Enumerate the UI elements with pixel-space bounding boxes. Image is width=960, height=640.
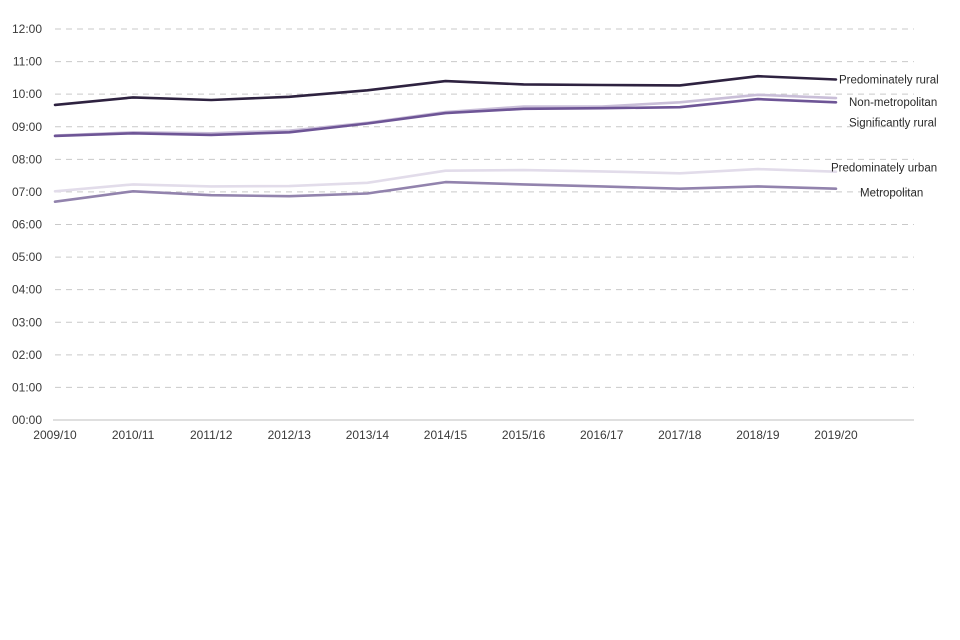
x-tick-label: 2014/15	[424, 428, 468, 442]
x-tick-label: 2018/19	[736, 428, 780, 442]
y-tick-label: 10:00	[12, 87, 42, 101]
y-tick-label: 05:00	[12, 250, 42, 264]
x-tick-label: 2009/10	[33, 428, 77, 442]
series-line-predominately-rural	[53, 74, 838, 107]
y-tick-label: 04:00	[12, 283, 42, 297]
series-line-metropolitan	[53, 180, 838, 203]
x-tick-label: 2015/16	[502, 428, 546, 442]
y-tick-label: 11:00	[13, 55, 42, 69]
y-tick-label: 07:00	[12, 185, 42, 199]
x-tick-label: 2011/12	[190, 428, 233, 442]
y-tick-label: 09:00	[12, 120, 42, 134]
series-label-metropolitan: Metropolitan	[860, 188, 923, 200]
x-tick-label: 2017/18	[658, 428, 702, 442]
x-tick-label: 2016/17	[580, 428, 624, 442]
series-label-predominately-rural: Predominately rural	[839, 75, 939, 87]
series-line-significantly-rural	[53, 97, 838, 138]
y-tick-label: 08:00	[12, 152, 42, 166]
gridlines	[53, 28, 914, 421]
x-tick-label: 2013/14	[346, 428, 390, 442]
x-tick-label: 2012/13	[268, 428, 312, 442]
y-tick-label: 01:00	[12, 380, 42, 394]
series-label-significantly-rural: Significantly rural	[849, 117, 937, 129]
y-tick-label: 06:00	[12, 218, 42, 232]
series-label-non-metropolitan: Non-metropolitan	[849, 97, 937, 109]
x-tick-label: 2010/11	[112, 428, 155, 442]
y-tick-label: 02:00	[12, 348, 42, 362]
series-label-predominately-urban: Predominately urban	[831, 163, 937, 175]
series-line-predominately-urban	[53, 167, 838, 193]
y-tick-label: 12:00	[12, 22, 42, 36]
series-lines	[53, 74, 838, 203]
y-axis-ticks: 00:00 01:00 02:00 03:00 04:00 05:00 06:00 07:00…	[12, 22, 42, 427]
series-labels: Predominately rural Non-metropolitan Signi…	[831, 75, 939, 200]
series-line-non-metropolitan	[53, 93, 838, 137]
y-tick-label: 03:00	[12, 315, 42, 329]
x-axis-ticks: 2009/10 2010/11 2011/12 2012/13 2013/14 2014/…	[33, 428, 858, 442]
y-tick-label: 00:00	[12, 413, 42, 427]
x-tick-label: 2019/20	[814, 428, 858, 442]
